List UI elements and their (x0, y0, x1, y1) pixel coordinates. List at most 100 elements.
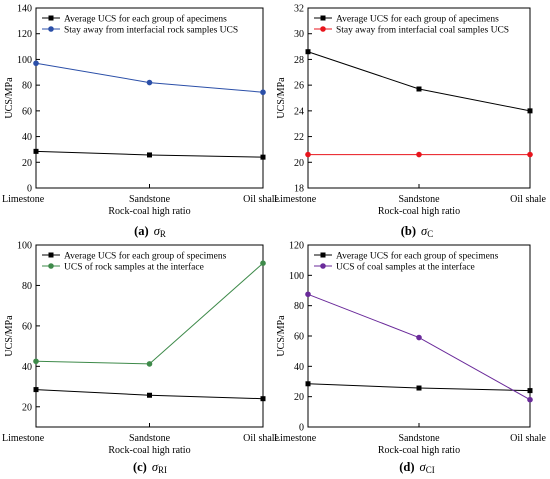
caption-letter: (a) (134, 224, 149, 238)
legend-label: UCS of coal samples at the interface (336, 262, 475, 273)
x-tick-label: Limestone (2, 433, 45, 444)
chart-panel-2: 18 20 22 24 26 28 30 32 Limestone Sandstone Oil sh… (274, 4, 547, 240)
y-tick-label: 60 (22, 321, 32, 332)
x-tick-label: Oil shale (510, 194, 546, 205)
legend-marker (320, 263, 326, 269)
y-tick-label: 0 (299, 423, 304, 434)
y-tick-label: 60 (22, 106, 32, 117)
series-line (35, 62, 264, 93)
caption-subscript: R (160, 229, 166, 239)
y-tick-label: 40 (294, 362, 304, 373)
series-line (307, 51, 531, 112)
panel-caption: (b) σC (401, 224, 433, 239)
caption-subscript: RI (158, 465, 167, 475)
caption-letter: (d) (399, 460, 414, 474)
chart-panel-1: 0 20 40 60 80 100 120 140 Limestone Sandstone Oil … (2, 4, 280, 240)
legend-label: Average UCS for each group of apecimens (64, 14, 227, 25)
caption-symbol: σ (152, 460, 159, 474)
y-tick-label: 80 (22, 281, 32, 292)
data-point (527, 396, 533, 403)
y-tick-label: 120 (17, 29, 32, 40)
data-point (527, 151, 533, 158)
chart-panel-3: 20 40 60 80 100 Limestone Sandstone Oil shale UC… (2, 241, 280, 476)
data-point (416, 334, 422, 341)
y-tick-label: 140 (17, 4, 32, 15)
y-tick-label: 20 (294, 158, 304, 169)
y-tick-label: 28 (294, 55, 304, 66)
data-point (33, 148, 39, 154)
x-tick-label: Limestone (2, 194, 45, 205)
legend-label: Average UCS for each group of specimens (64, 251, 227, 262)
y-tick-label: 20 (22, 158, 32, 169)
x-tick-label: Sandstone (129, 194, 171, 205)
y-axis-label: UCS/MPa (276, 315, 287, 357)
caption-letter: (b) (401, 224, 416, 238)
y-tick-label: 32 (294, 4, 304, 15)
caption-subscript: CI (426, 465, 435, 475)
legend-label: Average UCS for each group of apecimens (336, 14, 499, 25)
data-point (416, 151, 422, 158)
chart-panel-4: 0 20 40 60 80 100 120 Limestone Sandstone Oil sha… (274, 241, 547, 476)
x-tick-label: Oil shale (510, 433, 546, 444)
x-axis-label: Rock-coal high ratio (108, 445, 190, 456)
y-axis-label: UCS/MPa (4, 315, 15, 357)
data-point (305, 49, 311, 55)
x-axis-label: Rock-coal high ratio (378, 206, 460, 217)
data-point (305, 151, 311, 158)
caption-symbol: σ (421, 224, 428, 238)
y-tick-label: 26 (294, 81, 304, 92)
legend-marker (48, 252, 54, 258)
caption-subscript: C (427, 229, 433, 239)
y-tick-label: 20 (294, 392, 304, 403)
data-point (305, 291, 311, 298)
data-point (260, 396, 266, 402)
x-tick-label: Oil shale (243, 433, 279, 444)
data-point (147, 392, 152, 398)
panel-caption: (d) σCI (399, 460, 434, 475)
y-axis-label: UCS/MPa (4, 77, 15, 119)
series-line (307, 293, 531, 401)
x-tick-label: Sandstone (398, 433, 440, 444)
data-point (147, 152, 152, 158)
x-axis-label: Rock-coal high ratio (378, 445, 460, 456)
data-point (33, 358, 39, 365)
y-tick-label: 30 (294, 29, 304, 40)
series-line (35, 262, 264, 365)
x-axis-label: Rock-coal high ratio (108, 206, 190, 217)
legend-marker (48, 15, 54, 21)
caption-symbol: σ (154, 224, 161, 238)
data-point (416, 385, 422, 391)
legend-marker (320, 26, 326, 32)
y-tick-label: 120 (289, 241, 304, 252)
legend-marker (48, 263, 54, 269)
y-tick-label: 80 (294, 301, 304, 312)
legend-marker (320, 15, 326, 21)
y-tick-label: 100 (289, 271, 304, 282)
x-tick-label: Limestone (274, 194, 317, 205)
legend-label: Stay away from interfacial coal samples … (336, 25, 509, 36)
y-axis-label: UCS/MPa (276, 77, 287, 119)
data-point (146, 361, 153, 367)
y-tick-label: 22 (294, 132, 304, 143)
y-tick-label: 100 (17, 241, 32, 252)
x-tick-label: Sandstone (398, 194, 440, 205)
legend-label: Stay away from interfacial rock samples … (64, 25, 238, 36)
y-tick-label: 24 (294, 106, 304, 117)
y-tick-label: 20 (22, 402, 32, 413)
data-point (260, 154, 266, 160)
panel-caption: (a) σR (134, 224, 166, 239)
caption-symbol: σ (420, 460, 427, 474)
panel-caption: (c) σRI (133, 460, 167, 475)
y-tick-label: 18 (294, 184, 304, 195)
data-point (33, 60, 39, 67)
data-point (33, 387, 39, 393)
data-point (305, 381, 311, 387)
y-tick-label: 80 (22, 81, 32, 92)
legend-marker (320, 252, 326, 258)
caption-letter: (c) (133, 460, 147, 474)
y-tick-label: 40 (22, 362, 32, 373)
data-point (527, 108, 533, 114)
y-tick-label: 60 (294, 332, 304, 343)
legend-label: UCS of rock samples at the interface (64, 262, 204, 273)
